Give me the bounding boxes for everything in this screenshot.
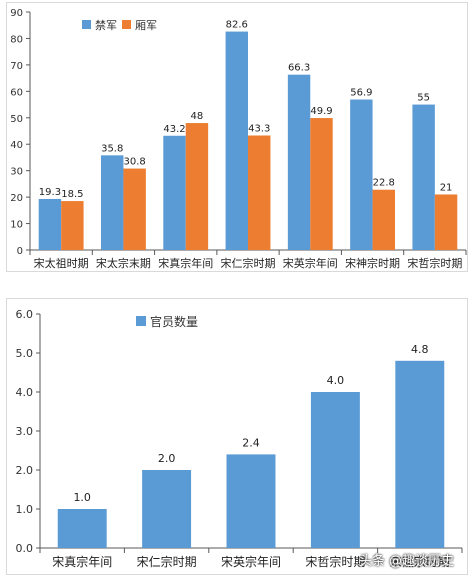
data-label: 30.8	[124, 157, 146, 168]
x-tick-label: 宋太宗末期	[96, 256, 151, 270]
bar-厢军	[185, 123, 209, 250]
data-label: 19.3	[39, 187, 61, 198]
bar-厢军	[372, 189, 395, 250]
bar-禁军	[287, 74, 311, 250]
bar-厢军	[434, 194, 458, 250]
bar-官员数量	[310, 392, 360, 548]
x-tick-label: 宋神宗时期	[345, 256, 400, 270]
data-label: 2.0	[158, 452, 176, 465]
bar-禁军	[163, 135, 186, 250]
bar-禁军	[101, 155, 124, 250]
x-tick-label: 宋真宗年间	[158, 256, 213, 270]
data-label: 21	[440, 182, 453, 193]
legend-swatch	[122, 20, 131, 29]
y-tick-label: 4.0	[16, 386, 34, 399]
data-label: 43.2	[163, 124, 185, 135]
y-tick-label: 60	[10, 87, 23, 98]
data-label: 22.8	[373, 178, 395, 189]
data-label: 35.8	[101, 143, 123, 154]
bar-禁军	[38, 198, 62, 250]
legend-label: 官员数量	[150, 314, 198, 329]
x-tick-label: 宋仁宗时期	[137, 554, 197, 569]
bar-厢军	[61, 201, 84, 250]
data-label: 66.3	[288, 63, 310, 74]
bar-官员数量	[395, 360, 445, 548]
x-tick-label: 宋真宗年间	[52, 554, 112, 569]
data-label: 82.6	[226, 20, 248, 31]
data-label: 55	[417, 93, 430, 104]
legend-label: 禁军	[95, 19, 117, 32]
y-tick-label: 0	[17, 246, 23, 257]
legend-swatch	[82, 20, 91, 29]
data-label: 56.9	[350, 88, 372, 99]
legend-swatch	[136, 316, 146, 326]
y-tick-label: 0.0	[16, 542, 34, 555]
y-tick-label: 3.0	[16, 425, 34, 438]
official-count-chart: 0.0 1.0 2.0 3.0 4.0 5.0 6.0 宋真宗年间 宋仁宗时期 宋英宗年间 宋哲宗时…	[0, 296, 472, 579]
y-tick-label: 1.0	[16, 503, 34, 516]
bar-厢军	[310, 118, 333, 250]
y-tick-label: 70	[10, 61, 23, 72]
legend-label: 厢军	[135, 19, 157, 32]
watermark-text: 头条 @趣谈历史	[358, 554, 454, 569]
bar-官员数量	[57, 509, 107, 548]
data-label: 2.4	[242, 436, 260, 449]
bar-厢军	[248, 135, 271, 250]
y-tick-label: 90	[10, 8, 23, 19]
data-label: 18.5	[61, 189, 83, 200]
y-tick-label: 2.0	[16, 464, 34, 477]
data-label: 4.8	[411, 343, 429, 356]
official-count-chart-svg: 0.0 1.0 2.0 3.0 4.0 5.0 6.0 宋真宗年间 宋仁宗时期 宋英宗年间 宋哲宗时…	[16, 308, 463, 569]
bar-禁军	[412, 104, 435, 250]
x-tick-label: 宋英宗年间	[283, 256, 338, 270]
y-tick-label: 6.0	[16, 308, 34, 321]
y-tick-label: 50	[10, 114, 23, 125]
y-tick-label: 30	[10, 167, 23, 178]
x-tick-label: 宋徽宗时期	[390, 554, 450, 569]
army-size-chart-svg: 0102030405060708090宋太祖时期 宋太宗末期 宋真宗年间 宋仁宗时期宋…	[10, 8, 467, 270]
chart-border	[6, 298, 468, 575]
bar-官员数量	[142, 470, 192, 548]
bar-禁军	[350, 99, 373, 250]
x-tick-label: 宋哲宗时期	[407, 256, 462, 270]
data-label: 4.0	[327, 374, 345, 387]
data-label: 49.9	[310, 106, 332, 117]
x-tick-label: 宋仁宗时期	[221, 256, 276, 270]
y-tick-label: 40	[10, 140, 23, 151]
data-label: 48	[191, 111, 204, 122]
bar-官员数量	[226, 454, 276, 548]
chart-border	[6, 2, 468, 272]
x-tick-label: 宋哲宗时期	[305, 554, 365, 569]
bar-禁军	[225, 31, 248, 250]
x-tick-label: 宋英宗年间	[221, 554, 281, 569]
y-tick-label: 20	[10, 193, 23, 204]
y-tick-label: 80	[10, 34, 23, 45]
y-tick-label: 10	[10, 220, 23, 231]
army-size-chart: 0 10 20 30 40 50 60 70 80 90 宋太祖时期 宋太宗末期 宋真宗年间 宋仁宗时期宋…	[0, 0, 472, 276]
x-tick-label: 宋太祖时期	[34, 256, 89, 270]
data-label: 1.0	[73, 491, 91, 504]
data-label: 43.3	[248, 123, 270, 134]
bar-厢军	[123, 168, 146, 250]
y-tick-label: 5.0	[16, 347, 34, 360]
